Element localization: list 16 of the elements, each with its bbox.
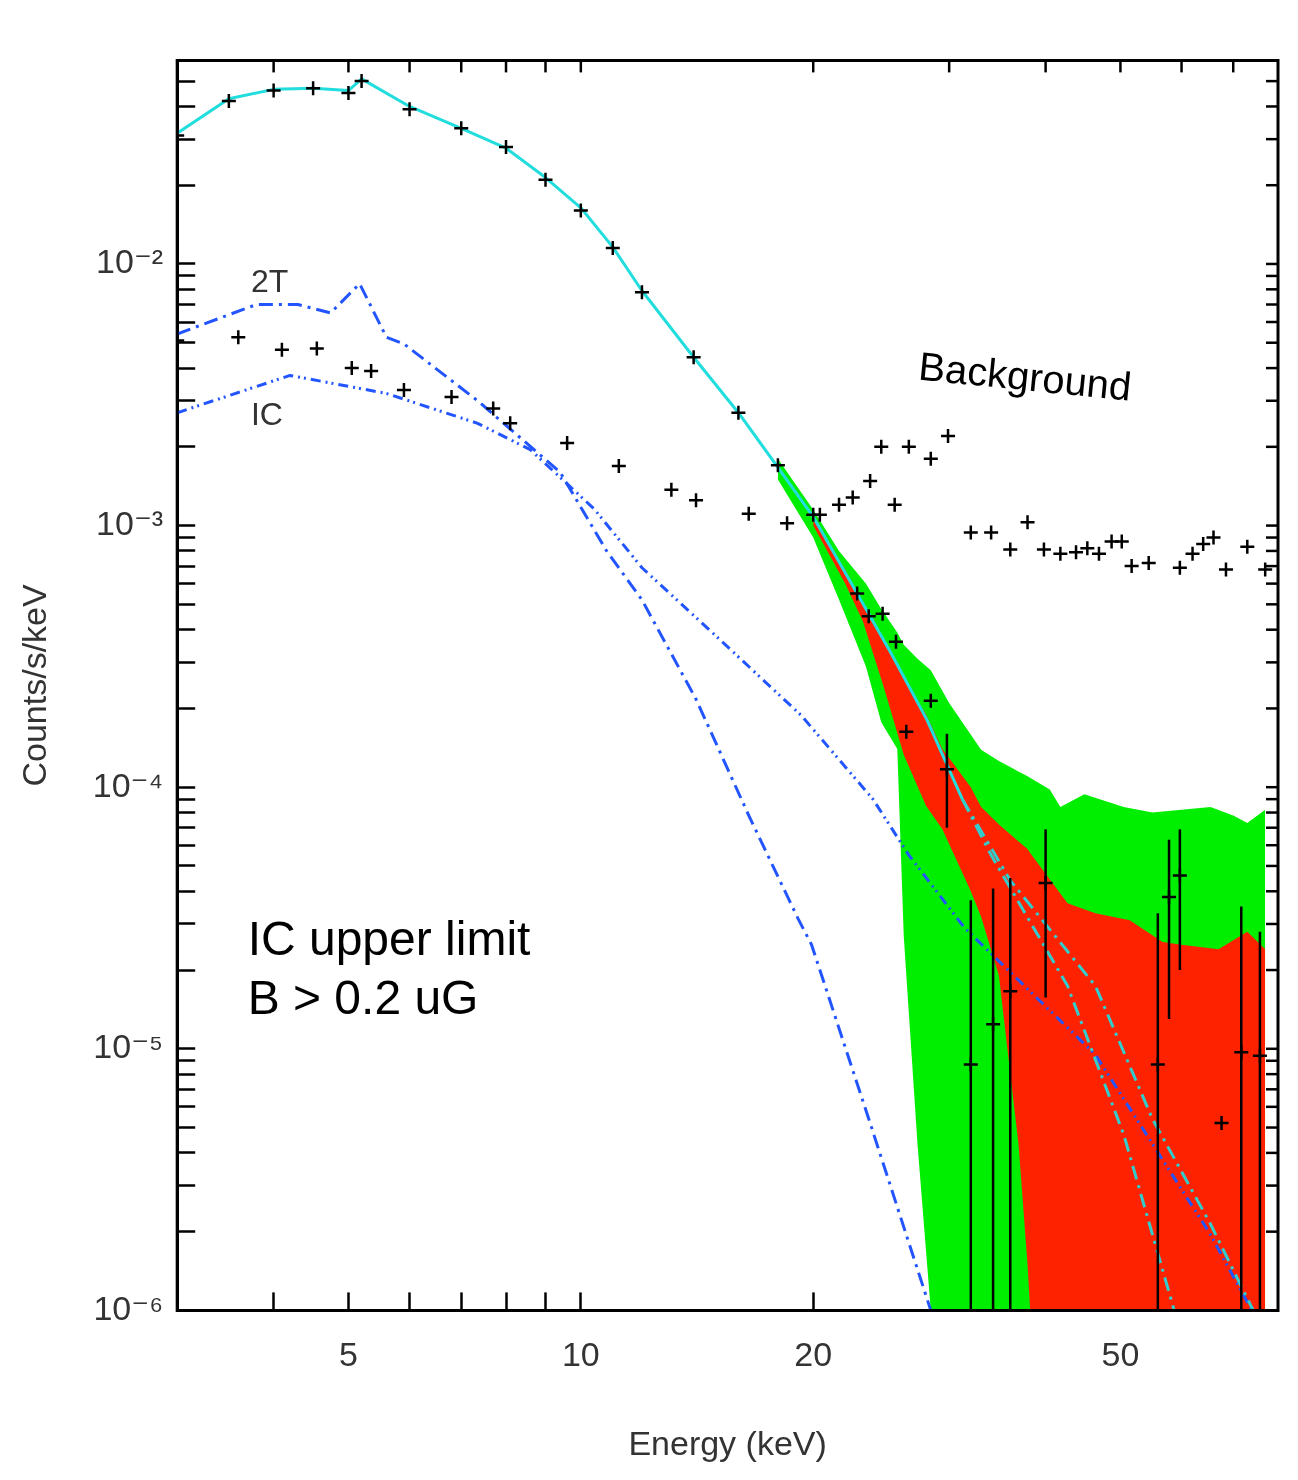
y-axis-title: Counts/s/keV: [14, 583, 53, 787]
annotation: 2T: [250, 262, 289, 299]
x-tick-label: 50: [1101, 1335, 1140, 1374]
annotation: IC: [250, 396, 283, 433]
x-tick-label: 10: [561, 1335, 600, 1374]
y-tick-label: 10⁻⁴: [92, 765, 164, 804]
y-tick-label: 10⁻²: [96, 242, 164, 281]
annotation: Background: [916, 343, 1134, 409]
y-tick-label: 10⁻⁵: [93, 1027, 164, 1066]
y-tick-label: 10⁻³: [96, 503, 164, 542]
annotation: B > 0.2 uG: [247, 970, 479, 1024]
x-tick-label: 5: [338, 1335, 358, 1374]
x-tick-label: 20: [794, 1335, 833, 1374]
y-tick-label: 10⁻⁶: [93, 1288, 164, 1327]
x-axis-title: Energy (keV): [628, 1423, 827, 1462]
annotation: IC upper limit: [247, 911, 531, 965]
